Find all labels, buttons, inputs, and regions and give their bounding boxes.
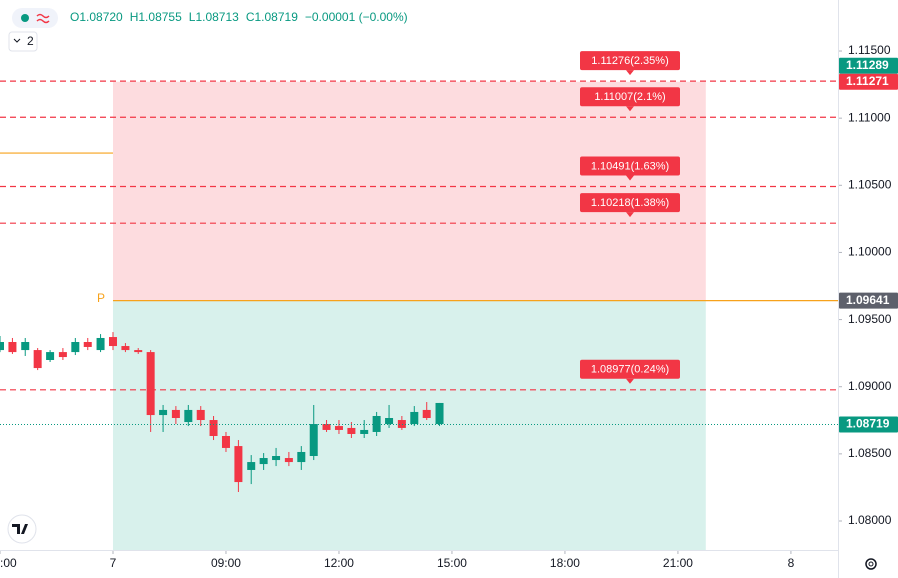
candle-body — [83, 342, 92, 347]
target-label-box — [580, 51, 680, 71]
candle-body — [360, 429, 369, 434]
settings-icon[interactable] — [865, 558, 877, 570]
zone — [112, 81, 706, 301]
candle-body — [422, 409, 431, 419]
candle-body — [322, 424, 331, 430]
ohlc-legend-item: L1.08713 — [189, 10, 239, 24]
target-label-pointer — [626, 106, 634, 112]
target-label: 1.10491(1.63%) — [591, 160, 669, 172]
candle-body — [284, 458, 293, 463]
candle-body — [334, 426, 343, 430]
target-label-box — [580, 193, 680, 213]
candle-body — [96, 337, 105, 351]
y-tick-label: 1.10500 — [848, 177, 892, 191]
y-tick-label: 1.08000 — [848, 513, 892, 527]
candle-body — [272, 456, 281, 461]
candle-body — [108, 337, 117, 347]
target-label-pointer — [626, 175, 634, 181]
y-tick-label: 1.08500 — [848, 446, 892, 460]
candle-body — [33, 350, 42, 369]
indicator-toggle[interactable] — [8, 31, 38, 52]
target-label-pointer — [626, 378, 634, 384]
price-badge-label: 1.11271 — [846, 74, 889, 88]
x-tick-label: 18:00 — [550, 556, 580, 570]
ohlc-legend-item: −0.00001 (−0.00%) — [305, 10, 408, 24]
candle-body — [171, 409, 180, 419]
y-tick-label: 1.11000 — [848, 110, 891, 124]
candle-body — [385, 418, 394, 425]
status-icon — [36, 13, 50, 24]
x-tick-label: 21:00 — [663, 556, 693, 570]
candle-body — [58, 352, 67, 358]
candle-body — [21, 342, 30, 351]
target-label-box — [580, 87, 680, 107]
x-tick-label: 7 — [110, 556, 117, 570]
y-tick-label: 1.10000 — [848, 245, 892, 259]
candle-body — [297, 451, 306, 463]
candle-body — [71, 342, 80, 353]
candle-body — [410, 411, 419, 425]
pivot-label: P — [97, 291, 105, 305]
target-label-pointer — [626, 70, 634, 76]
y-tick-label: 1.11500 — [848, 43, 891, 57]
x-tick-label: :00 — [0, 556, 17, 570]
candle-body — [247, 462, 256, 470]
x-tick-label: 12:00 — [324, 556, 354, 570]
candle-body — [221, 435, 230, 448]
price-badge-label: 1.08719 — [846, 417, 890, 431]
candle-body — [46, 352, 55, 360]
ohlc-legend-item: C1.08719 — [246, 10, 298, 24]
chevron — [13, 38, 21, 43]
ohlc-legend-item: H1.08755 — [130, 10, 182, 24]
x-tick-label: 09:00 — [211, 556, 241, 570]
candle-body — [8, 342, 17, 353]
y-tick-label: 1.09500 — [848, 312, 892, 326]
x-tick-label: 15:00 — [437, 556, 467, 570]
y-tick-label: 1.09000 — [848, 379, 892, 393]
target-label-pointer — [626, 212, 634, 218]
target-label: 1.11276(2.35%) — [591, 55, 668, 67]
candle-body — [397, 420, 406, 428]
candle-body — [347, 427, 356, 434]
tv-logo — [7, 514, 37, 544]
candle-body — [0, 342, 4, 351]
candle-body — [134, 350, 143, 353]
price-badge — [839, 57, 898, 74]
target-label-box — [580, 156, 680, 176]
candle-body — [309, 424, 318, 457]
target-label: 1.11007(2.1%) — [594, 91, 665, 103]
price-badge-label: 1.11289 — [846, 58, 889, 72]
candle-body — [234, 446, 243, 483]
price-badge-label: 1.09641 — [846, 293, 890, 307]
target-label: 1.10218(1.38%) — [591, 197, 669, 209]
zone — [112, 300, 706, 550]
candle-body — [372, 415, 381, 432]
price-badge — [839, 292, 898, 309]
price-badge — [839, 416, 898, 433]
candle-body — [196, 409, 205, 421]
target-label: 1.08977(0.24%) — [591, 364, 669, 376]
candle-body — [184, 409, 193, 423]
candle-body — [146, 352, 155, 416]
candle-body — [121, 346, 130, 351]
ohlc-legend-item: O1.08720 — [70, 10, 123, 24]
x-tick-label: 8 — [788, 556, 795, 570]
candle-body — [435, 402, 444, 425]
candle-body — [259, 458, 268, 465]
status-pill[interactable] — [12, 8, 58, 28]
candle-body — [159, 409, 168, 416]
target-label-box — [580, 359, 680, 379]
candle-body — [209, 420, 218, 436]
indicator-count: 2 — [27, 34, 34, 48]
price-badge — [839, 73, 898, 90]
status-dot — [21, 14, 29, 22]
